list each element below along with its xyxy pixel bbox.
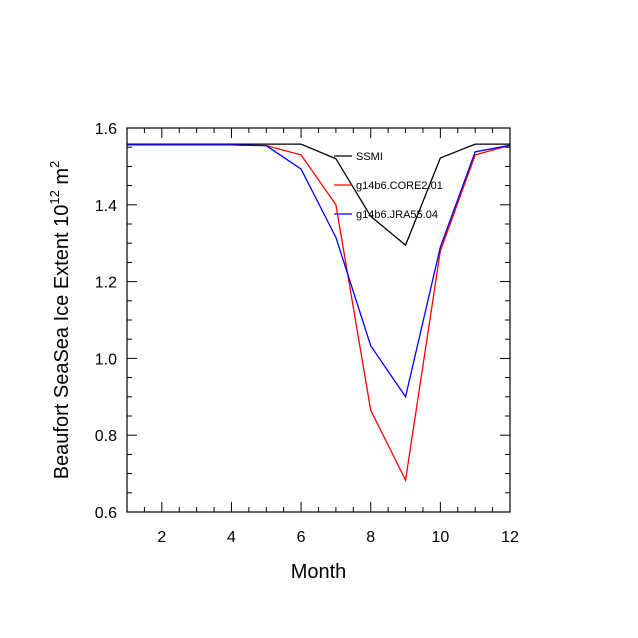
legend-label-g14b6-core2-01: g14b6.CORE2.01	[356, 180, 443, 192]
y-axis-title-exponent: 12	[47, 190, 62, 204]
tick-labels: 2 4 6 8 10 12 0.6 0.8 1.0 1.2 1.4 1.6	[95, 121, 519, 546]
x-tick-label: 10	[431, 529, 449, 546]
tick-marks	[126, 127, 511, 513]
series-line-g14b6-core2-01	[127, 144, 511, 483]
y-axis-title: Beaufort SeaSea Ice Extent 1012 m2	[47, 161, 73, 480]
legend-label-ssmi: SSMI	[356, 151, 383, 163]
x-axis-title: Month	[291, 561, 347, 583]
legend: SSMI g14b6.CORE2.01 g14b6.JRA55.04	[334, 151, 443, 221]
x-tick-label: 4	[227, 529, 236, 546]
x-tick-label: 12	[501, 529, 519, 546]
x-tick-label: 6	[297, 529, 306, 546]
y-tick-label: 0.6	[95, 505, 117, 522]
y-axis-title-unit-exponent: 2	[47, 161, 62, 168]
y-tick-label: 0.8	[95, 428, 117, 445]
y-tick-label: 1.4	[95, 198, 117, 215]
y-tick-label: 1.6	[95, 121, 117, 138]
series-lines	[127, 143, 511, 483]
series-line-g14b6-jra55-04	[127, 144, 511, 399]
x-tick-label: 2	[157, 529, 166, 546]
y-axis-title-unit: m	[51, 168, 73, 190]
y-tick-label: 1.2	[95, 275, 117, 292]
x-tick-label: 8	[366, 529, 375, 546]
plot-frame	[126, 127, 511, 513]
series-line-ssmi	[127, 143, 510, 247]
legend-label-g14b6-jra55-04: g14b6.JRA55.04	[356, 209, 438, 221]
y-tick-label: 1.0	[95, 351, 117, 368]
y-axis-title-main: Beaufort SeaSea Ice Extent 10	[51, 205, 73, 480]
